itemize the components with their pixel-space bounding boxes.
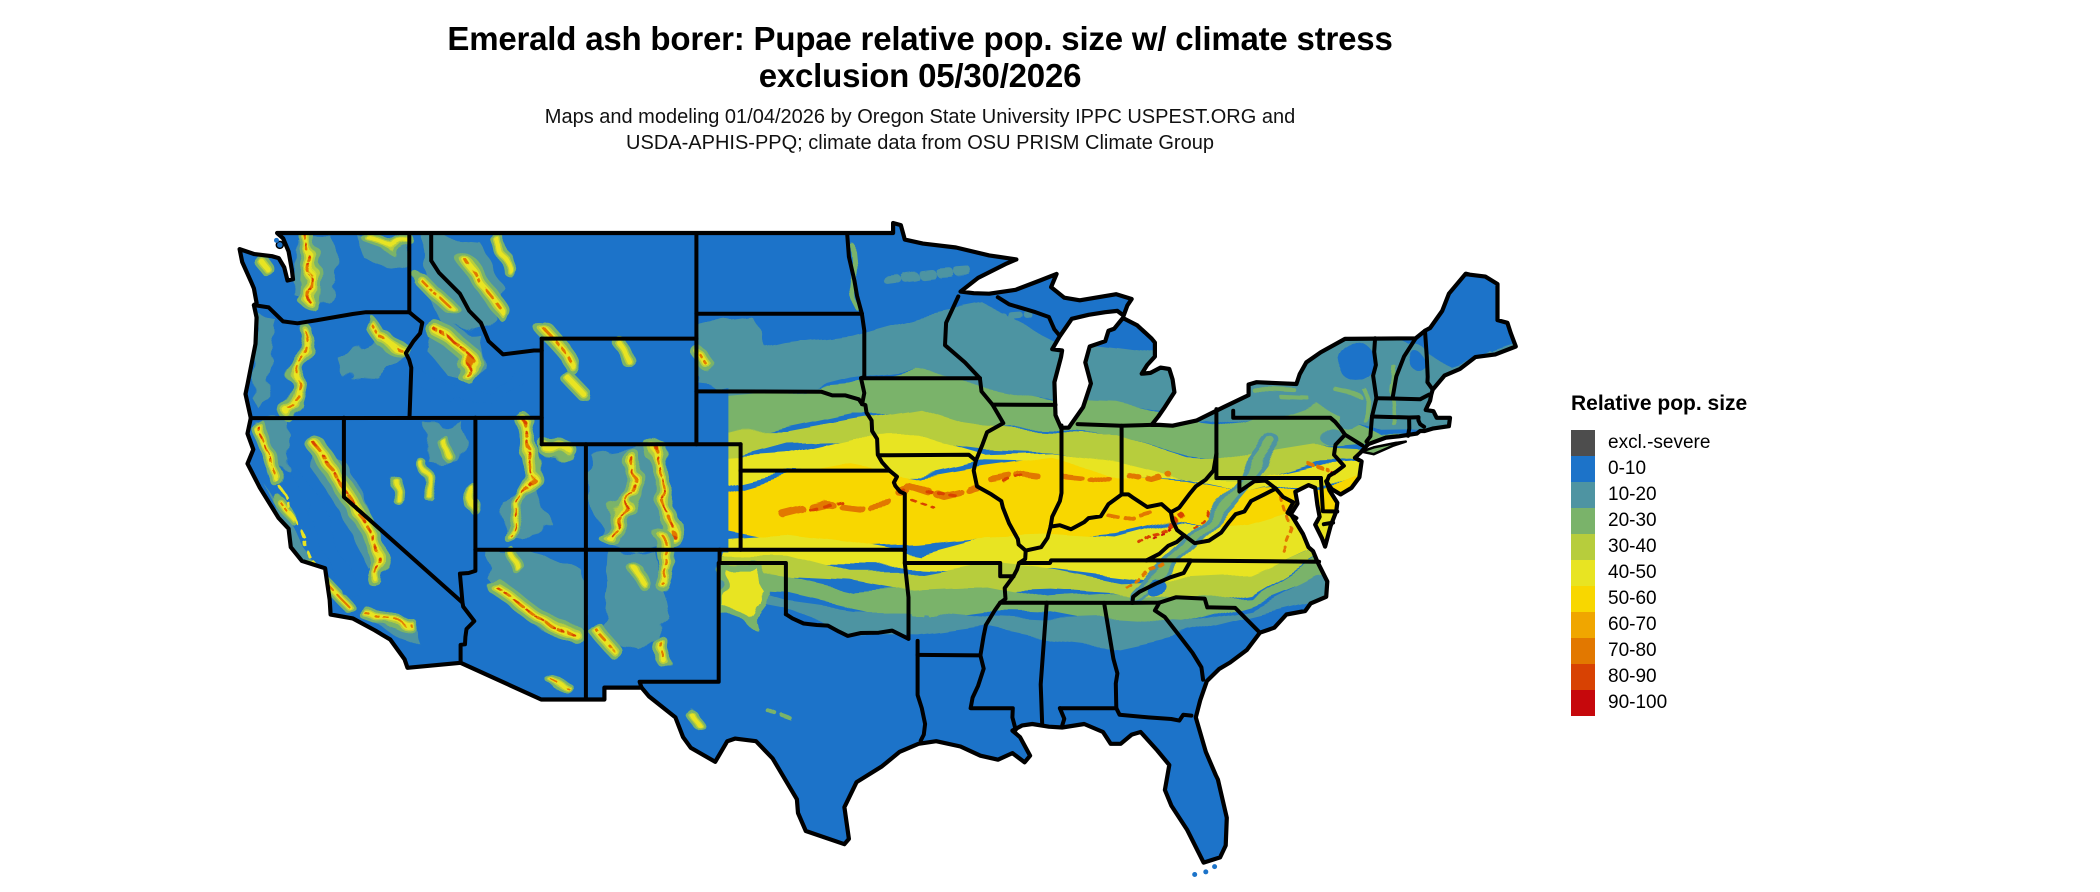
map-subtitle-line2: USDA-APHIS-PPQ; climate data from OSU PR… [626, 132, 1214, 154]
legend-row: 50-60 [1571, 586, 1831, 612]
legend-swatch [1571, 690, 1595, 716]
legend-row: 0-10 [1571, 456, 1831, 482]
legend-label: 0-10 [1608, 458, 1647, 479]
legend-row: 70-80 [1571, 638, 1831, 664]
legend-row: 60-70 [1571, 612, 1831, 638]
legend-swatch [1571, 638, 1595, 664]
legend-swatch [1571, 508, 1595, 534]
legend-swatch [1571, 664, 1595, 690]
legend-swatch [1571, 482, 1595, 508]
legend-label: 60-70 [1608, 614, 1657, 635]
legend-label: 50-60 [1608, 588, 1657, 609]
long-island [1360, 440, 1408, 456]
legend-swatch [1571, 612, 1595, 638]
page-header: Emerald ash borer: Pupae relative pop. s… [270, 20, 1570, 156]
legend-label: 20-30 [1608, 510, 1657, 531]
legend-label: 90-100 [1608, 692, 1668, 713]
legend-title: Relative pop. size [1571, 392, 1748, 415]
map-title-line2: exclusion 05/30/2026 [758, 57, 1082, 94]
map-title-line1: Emerald ash borer: Pupae relative pop. s… [447, 20, 1393, 57]
legend-row: 10-20 [1571, 482, 1831, 508]
puget-islands [274, 237, 285, 250]
legend-row: 90-100 [1571, 690, 1831, 716]
us-raster-map [230, 160, 1530, 887]
legend-label: 70-80 [1608, 640, 1657, 661]
us-map-svg [237, 220, 1518, 877]
legend-label: 10-20 [1608, 484, 1657, 505]
state-borders [248, 231, 1435, 743]
florida-keys [1192, 864, 1218, 877]
legend-row: 40-50 [1571, 560, 1831, 586]
eastern-terrain [766, 241, 1492, 724]
legend-label: 30-40 [1608, 536, 1657, 557]
map-legend: Relative pop. size excl.-severe 0-10 10-20… [1571, 392, 1831, 716]
legend-swatch [1571, 456, 1595, 482]
map-subtitle-line1: Maps and modeling 01/04/2026 by Oregon S… [544, 106, 1296, 128]
legend-row: excl.-severe [1571, 430, 1831, 456]
legend-swatch [1571, 534, 1595, 560]
national-outline [237, 220, 1518, 865]
legend-swatch [1571, 430, 1595, 456]
population-bands [719, 304, 1516, 648]
legend-rows: excl.-severe 0-10 10-20 20-30 30-40 40-50 50-6… [1571, 430, 1831, 716]
legend-swatch [1571, 586, 1595, 612]
legend-row: 80-90 [1571, 664, 1831, 690]
legend-swatch [1571, 560, 1595, 586]
legend-row: 20-30 [1571, 508, 1831, 534]
legend-label: excl.-severe [1608, 432, 1711, 453]
map-subtitle: Maps and modeling 01/04/2026 by Oregon S… [270, 104, 1570, 156]
legend-label: 40-50 [1608, 562, 1657, 583]
legend-row: 30-40 [1571, 534, 1831, 560]
legend-label: 80-90 [1608, 666, 1657, 687]
western-terrain [251, 225, 774, 727]
